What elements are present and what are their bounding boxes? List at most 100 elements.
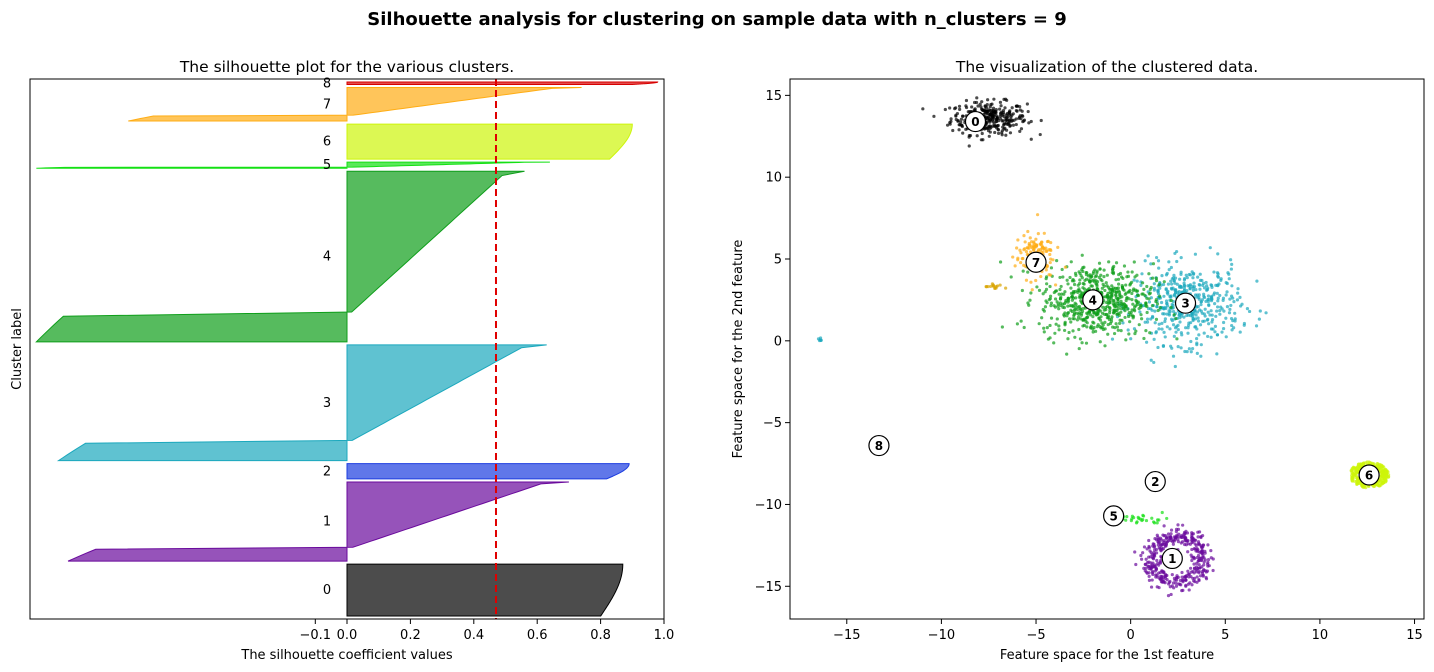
data-point <box>1120 318 1124 322</box>
data-point <box>1214 314 1218 318</box>
data-point <box>1175 325 1179 329</box>
data-point <box>1159 576 1164 580</box>
data-point <box>1167 582 1171 586</box>
data-point <box>1224 316 1228 320</box>
data-point <box>1209 556 1213 560</box>
data-point <box>1129 337 1133 341</box>
data-point <box>1035 213 1040 217</box>
data-point <box>1055 259 1059 263</box>
data-point <box>1082 265 1086 269</box>
data-point <box>970 105 974 109</box>
data-point <box>975 96 979 100</box>
cluster-center-0: 0 <box>964 110 987 133</box>
data-point <box>988 105 992 109</box>
data-point <box>954 106 958 110</box>
cluster-label-7: 7 <box>323 97 331 112</box>
cluster-center-label: 6 <box>1365 469 1373 483</box>
data-point <box>1154 279 1159 283</box>
data-point <box>1218 309 1222 313</box>
data-point <box>1210 283 1214 288</box>
data-point <box>1264 311 1268 315</box>
data-point <box>1022 234 1026 238</box>
data-point <box>1182 288 1187 292</box>
data-point <box>1114 261 1119 265</box>
scatter-plot-panel: The visualization of the clustered data.… <box>731 58 1425 663</box>
data-point <box>1206 317 1210 321</box>
data-point <box>1106 298 1110 302</box>
silhouette-band-cluster-3 <box>56 344 547 462</box>
data-point <box>1019 251 1023 255</box>
data-point <box>1186 313 1191 317</box>
data-point <box>1152 520 1156 524</box>
data-point <box>1016 258 1020 262</box>
data-point <box>1108 308 1112 312</box>
cluster-center-marker <box>1144 470 1166 493</box>
data-point <box>1185 289 1189 293</box>
data-point <box>1245 307 1250 311</box>
data-point <box>1202 331 1206 335</box>
data-point <box>1254 324 1259 328</box>
data-point <box>991 284 995 288</box>
data-point <box>1149 564 1153 568</box>
data-point <box>1130 308 1134 312</box>
data-point <box>1189 350 1193 354</box>
data-point <box>1019 260 1023 265</box>
data-point <box>1080 309 1085 313</box>
data-point <box>1212 270 1216 274</box>
data-point <box>1195 310 1200 314</box>
data-point <box>1070 298 1075 302</box>
data-point <box>1202 569 1206 573</box>
data-point <box>1013 264 1017 268</box>
data-point <box>1183 542 1187 547</box>
data-point <box>959 123 964 127</box>
data-point <box>1128 288 1132 293</box>
data-point <box>1168 309 1172 314</box>
cluster-center-marker <box>1082 289 1104 311</box>
data-point <box>1151 315 1155 320</box>
cluster-center-marker <box>1161 547 1183 570</box>
data-point <box>1240 302 1244 306</box>
data-point <box>1095 286 1099 291</box>
data-point <box>1174 581 1178 585</box>
data-point <box>1247 309 1252 314</box>
data-point <box>1008 131 1013 135</box>
data-point <box>1172 334 1176 338</box>
data-point <box>1123 315 1127 320</box>
data-point <box>1353 473 1357 477</box>
data-point <box>1107 301 1112 305</box>
data-point <box>1138 310 1142 314</box>
data-point <box>1195 580 1199 584</box>
data-point <box>1197 571 1201 575</box>
cluster-label-2: 2 <box>323 464 331 479</box>
data-point <box>1130 291 1134 296</box>
data-point <box>1150 571 1155 575</box>
data-point <box>1150 516 1154 520</box>
data-point <box>1155 558 1159 563</box>
data-point <box>1185 350 1189 354</box>
data-point <box>1209 309 1213 313</box>
data-point <box>948 122 952 126</box>
data-point <box>1190 347 1195 351</box>
data-point <box>964 105 969 110</box>
data-point <box>1131 314 1136 318</box>
data-point <box>1195 341 1199 345</box>
data-point <box>1169 286 1174 290</box>
data-point <box>1172 313 1176 317</box>
data-point <box>1077 311 1082 315</box>
data-point <box>1112 311 1116 315</box>
data-point <box>1155 518 1160 522</box>
cluster-center-4: 4 <box>1082 289 1104 311</box>
data-point <box>1224 281 1228 285</box>
data-point <box>818 336 823 340</box>
data-point <box>1197 542 1201 546</box>
data-point <box>1082 323 1086 327</box>
data-point <box>1034 278 1038 283</box>
data-point <box>992 97 996 101</box>
data-point <box>1168 536 1173 540</box>
data-point <box>1065 314 1069 318</box>
data-point <box>1019 127 1024 131</box>
data-point <box>1360 463 1364 467</box>
silhouette-y-axis-label: Cluster label <box>10 308 25 390</box>
data-point <box>993 130 997 135</box>
data-point <box>1122 264 1127 268</box>
